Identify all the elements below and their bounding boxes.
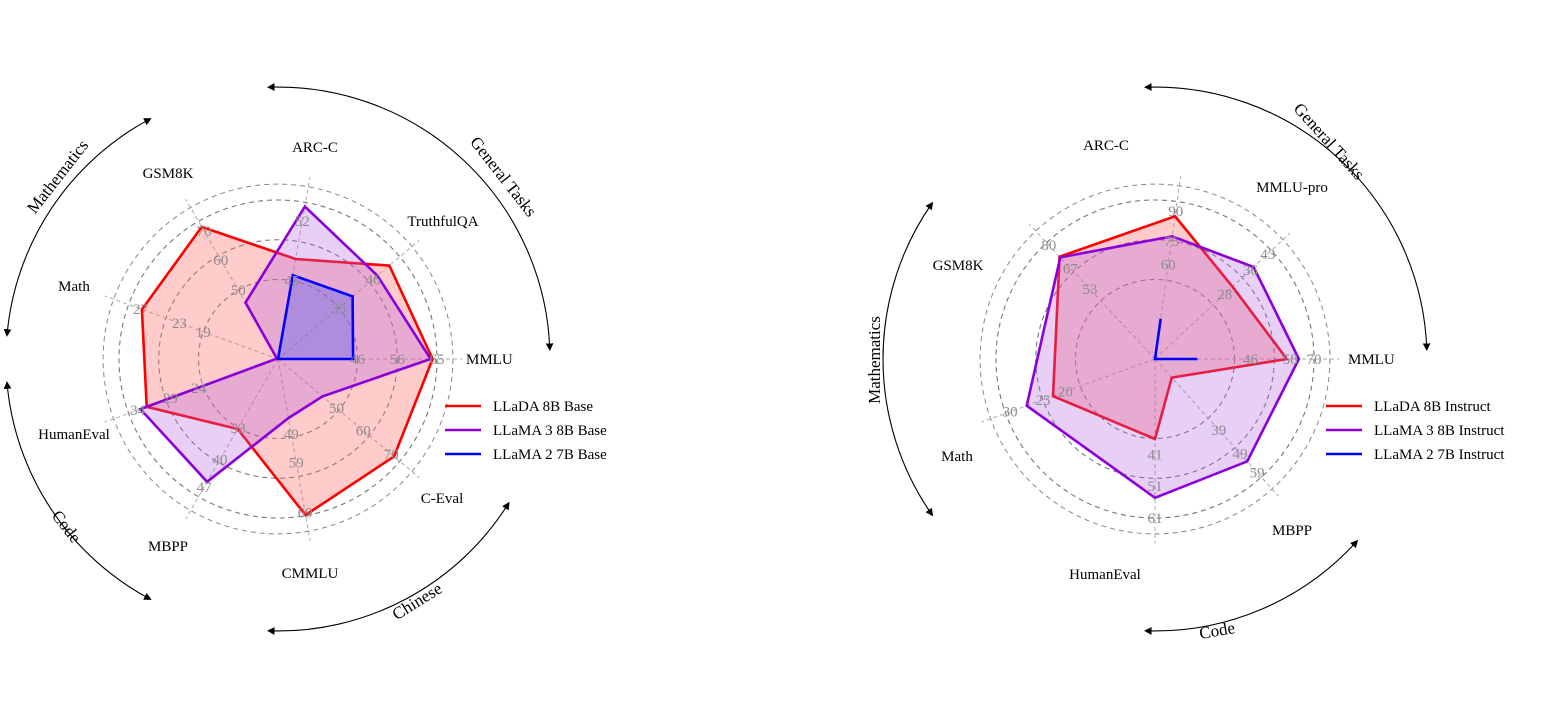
axis-spoke (1154, 358, 1279, 497)
tick-label: 75 (1164, 234, 1179, 250)
tick-label: 80 (1041, 238, 1056, 254)
axis-spoke (277, 358, 420, 478)
tick-label: 23 (172, 316, 187, 332)
tick-label: 19 (196, 325, 211, 341)
tick-label: 67 (1063, 261, 1079, 277)
tick-label: 65 (430, 352, 445, 368)
axis-label: GSM8K (933, 258, 984, 274)
group-label: General Tasks (1290, 99, 1369, 183)
axis-label: MMLU (466, 352, 513, 368)
tick-label: 53 (1082, 282, 1097, 298)
axis-spoke (981, 358, 1156, 423)
tick-label: 46 (350, 352, 366, 368)
legend-label: LLaMA 2 7B Instruct (1374, 447, 1505, 463)
tick-label: 20 (1058, 385, 1073, 401)
axis-label: TruthfulQA (407, 214, 478, 230)
tick-label: 27 (133, 302, 149, 318)
axis-spoke (185, 358, 279, 519)
axis-label: Math (941, 449, 973, 465)
axis-label: GSM8K (143, 166, 194, 182)
legend-label: LLaMA 3 8B Instruct (1374, 423, 1505, 439)
tick-label: 56 (390, 352, 406, 368)
tick-label: 36 (1243, 263, 1259, 279)
group-label: Code (1198, 618, 1237, 643)
tick-label: 49 (284, 427, 299, 443)
tick-label: 59 (1250, 465, 1265, 481)
tick-label: 39 (1211, 423, 1226, 439)
tick-label: 30 (1003, 405, 1018, 421)
axis-label: MMLU (1348, 352, 1395, 368)
axis-label: ARC-C (292, 140, 338, 156)
axis-spoke (104, 295, 279, 360)
group-arc (266, 501, 510, 635)
legend-label: LLaDA 8B Instruct (1374, 399, 1491, 415)
tick-label: 90 (1168, 204, 1183, 220)
group-label: Mathematics (23, 136, 92, 217)
tick-label: 45 (284, 274, 299, 290)
tick-label: 46 (1243, 352, 1259, 368)
tick-label: 28 (1217, 287, 1232, 303)
axis-label: MBPP (1272, 523, 1312, 539)
legend-label: LLaMA 2 7B Base (493, 447, 607, 463)
tick-label: 50 (231, 283, 246, 299)
tick-label: 60 (213, 253, 228, 269)
group-label: Chinese (389, 579, 446, 624)
group-arc (3, 381, 152, 600)
tick-label: 51 (1148, 479, 1163, 495)
tick-label: 34 (130, 403, 146, 419)
group-arc (882, 201, 934, 517)
legend-label: LLaMA 3 8B Base (493, 423, 607, 439)
tick-label: 29 (163, 391, 178, 407)
axis-label: HumanEval (38, 427, 110, 443)
group-arc (266, 83, 554, 352)
tick-label: 24 (191, 381, 207, 397)
tick-label: 41 (1148, 447, 1163, 463)
axis-label: HumanEval (1069, 567, 1141, 583)
axis-spoke (1028, 223, 1156, 360)
axis-label: MMLU-pro (1256, 180, 1328, 196)
tick-label: 47 (197, 480, 213, 496)
tick-label: 46 (366, 272, 382, 288)
tick-label: 69 (298, 506, 313, 522)
tick-label: 59 (289, 455, 304, 471)
tick-label: 70 (1307, 352, 1322, 368)
group-arc (1143, 539, 1359, 635)
group-label: Mathematics (865, 316, 884, 404)
axis-label: ARC-C (1083, 138, 1129, 154)
tick-label: 60 (356, 424, 371, 440)
axis-label: CMMLU (282, 566, 339, 582)
tick-label: 49 (1233, 447, 1248, 463)
legend-label: LLaDA 8B Base (493, 399, 593, 415)
axis-spoke (277, 358, 311, 541)
tick-label: 58 (1283, 352, 1298, 368)
tick-label: 70 (384, 447, 399, 463)
tick-label: 52 (295, 214, 310, 230)
tick-label: 50 (329, 401, 344, 417)
tick-label: 60 (1161, 258, 1176, 274)
axis-label: Math (58, 279, 90, 295)
group-arc (3, 118, 152, 337)
group-arc (1143, 83, 1431, 352)
tick-label: 43 (1260, 247, 1275, 263)
tick-label: 33 (231, 421, 246, 437)
axis-label: MBPP (148, 539, 188, 555)
tick-label: 25 (1035, 393, 1050, 409)
tick-label: 70 (197, 224, 212, 240)
tick-label: 61 (1148, 511, 1163, 527)
axis-label: C-Eval (421, 491, 464, 507)
tick-label: 40 (213, 453, 228, 469)
radar-chart-1: 46 56 653546455250607019232724293433404749… (3, 83, 607, 635)
tick-label: 35 (331, 301, 346, 317)
